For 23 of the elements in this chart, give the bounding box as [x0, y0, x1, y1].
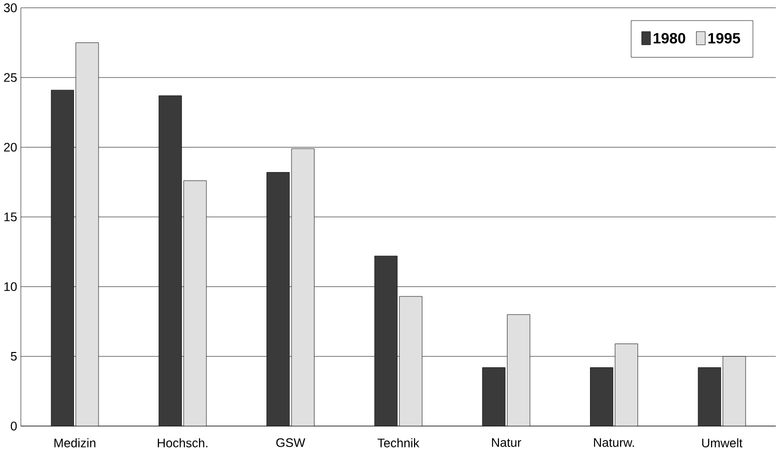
- y-tick-label: 30: [4, 4, 17, 12]
- legend-label: 1995: [708, 33, 740, 44]
- y-tick-label: 25: [4, 73, 17, 82]
- bar: [507, 314, 530, 426]
- x-tick-label: Technik: [378, 438, 420, 448]
- bar: [399, 296, 422, 426]
- bar: [614, 344, 638, 426]
- y-tick-label: 15: [4, 212, 17, 222]
- x-tick-label: Hochsch.: [158, 438, 208, 448]
- bar: [183, 180, 207, 426]
- bar: [291, 148, 314, 426]
- y-tick-label: 10: [4, 282, 17, 292]
- x-tick-label: Medizin: [54, 438, 96, 448]
- x-tick-label: GSW: [276, 438, 306, 448]
- bar: [722, 356, 746, 426]
- bar: [76, 42, 99, 426]
- x-tick-label: Umwelt: [702, 438, 742, 448]
- y-tick-label: 0: [10, 422, 17, 431]
- legend-label: 1980: [654, 33, 686, 44]
- y-tick-label: 5: [10, 352, 17, 361]
- x-tick-label: Naturw.: [594, 438, 634, 447]
- y-tick-label: 20: [4, 142, 17, 152]
- x-tick-label: Natur: [492, 438, 522, 447]
